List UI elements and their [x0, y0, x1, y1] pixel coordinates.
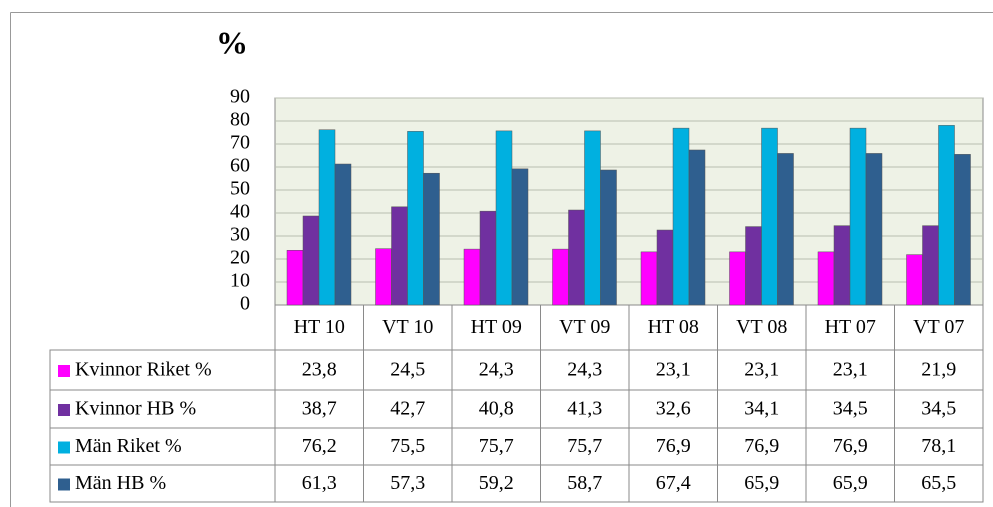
- bar: [584, 130, 601, 306]
- bar: [906, 254, 923, 306]
- bar: [777, 153, 794, 306]
- bar: [391, 206, 408, 306]
- value-label: 78,1: [921, 435, 956, 457]
- x-tick-label: HT 07: [825, 316, 876, 338]
- bar: [568, 209, 585, 306]
- y-tick-label: 30: [230, 224, 250, 246]
- y-tick-label: 80: [230, 109, 250, 131]
- bar: [423, 172, 440, 306]
- bar: [745, 226, 762, 306]
- value-label: 40,8: [479, 398, 514, 420]
- x-tick-label: HT 08: [648, 316, 699, 338]
- value-label: 57,3: [390, 472, 425, 494]
- value-label: 76,9: [833, 435, 868, 457]
- bar: [729, 251, 746, 306]
- legend-swatch: [58, 365, 70, 377]
- value-label: 23,1: [656, 359, 691, 381]
- bar: [318, 129, 336, 306]
- bar: [817, 251, 835, 306]
- bar: [375, 248, 392, 306]
- value-label: 59,2: [479, 472, 514, 494]
- bar: [849, 127, 867, 306]
- bar: [761, 127, 778, 306]
- value-label: 65,9: [833, 472, 868, 494]
- bar: [334, 163, 352, 306]
- value-label: 21,9: [921, 359, 956, 381]
- value-label: 34,5: [921, 398, 956, 420]
- bar: [552, 248, 569, 306]
- value-label: 76,2: [302, 435, 337, 457]
- value-label: 24,3: [479, 359, 514, 381]
- legend-swatch: [58, 441, 70, 454]
- value-label: 32,6: [656, 398, 691, 420]
- value-label: 75,5: [390, 435, 425, 457]
- y-tick-label: 20: [230, 247, 250, 269]
- value-label: 38,7: [302, 398, 337, 420]
- x-tick-label: HT 10: [294, 316, 345, 338]
- value-label: 34,5: [833, 398, 868, 420]
- x-tick-label: VT 07: [913, 316, 964, 338]
- chart-title: %: [216, 24, 248, 60]
- bar: [833, 225, 851, 306]
- y-tick-label: 60: [230, 155, 250, 177]
- x-tick-label: HT 09: [471, 316, 522, 338]
- y-tick-label: 40: [230, 201, 250, 223]
- value-label: 42,7: [390, 398, 425, 420]
- y-tick-label: 90: [230, 86, 250, 108]
- legend-swatch: [58, 478, 70, 491]
- value-label: 65,5: [921, 472, 956, 494]
- bar: [302, 215, 320, 306]
- legend-swatch: [58, 404, 70, 416]
- bar: [495, 130, 513, 306]
- bar: [938, 125, 955, 306]
- y-tick-label: 50: [230, 178, 250, 200]
- value-label: 58,7: [567, 472, 602, 494]
- value-label: 23,1: [744, 359, 779, 381]
- value-label: 24,3: [567, 359, 602, 381]
- bar: [688, 149, 706, 306]
- y-tick-label: 0: [240, 293, 250, 315]
- bar: [463, 248, 481, 306]
- bar: [954, 154, 971, 306]
- x-tick-label: VT 08: [736, 316, 787, 338]
- bar: [511, 168, 529, 306]
- x-tick-label: VT 09: [559, 316, 610, 338]
- value-label: 23,8: [302, 359, 337, 381]
- bar: [922, 225, 939, 306]
- y-tick-label: 10: [230, 270, 250, 292]
- value-label: 75,7: [567, 435, 602, 457]
- value-label: 75,7: [479, 435, 514, 457]
- value-label: 76,9: [744, 435, 779, 457]
- value-label: 76,9: [656, 435, 691, 457]
- value-label: 67,4: [656, 472, 691, 494]
- bar: [672, 127, 690, 306]
- x-tick-label: VT 10: [382, 316, 433, 338]
- value-label: 41,3: [567, 398, 602, 420]
- legend-label: Män HB %: [75, 472, 166, 494]
- bar: [479, 210, 497, 306]
- value-label: 24,5: [390, 359, 425, 381]
- y-tick-label: 70: [230, 132, 250, 154]
- value-label: 34,1: [744, 398, 779, 420]
- value-label: 65,9: [744, 472, 779, 494]
- value-label: 23,1: [833, 359, 868, 381]
- legend-label: Kvinnor HB %: [75, 398, 196, 420]
- bar: [286, 250, 304, 306]
- bar: [407, 131, 424, 306]
- legend-label: Män Riket %: [75, 435, 182, 457]
- value-label: 61,3: [302, 472, 337, 494]
- bar: [640, 251, 658, 306]
- table-cell: [894, 464, 984, 503]
- bar: [600, 169, 617, 306]
- bar: [865, 153, 883, 306]
- legend-label: Kvinnor Riket %: [75, 359, 212, 381]
- bar: [656, 229, 674, 306]
